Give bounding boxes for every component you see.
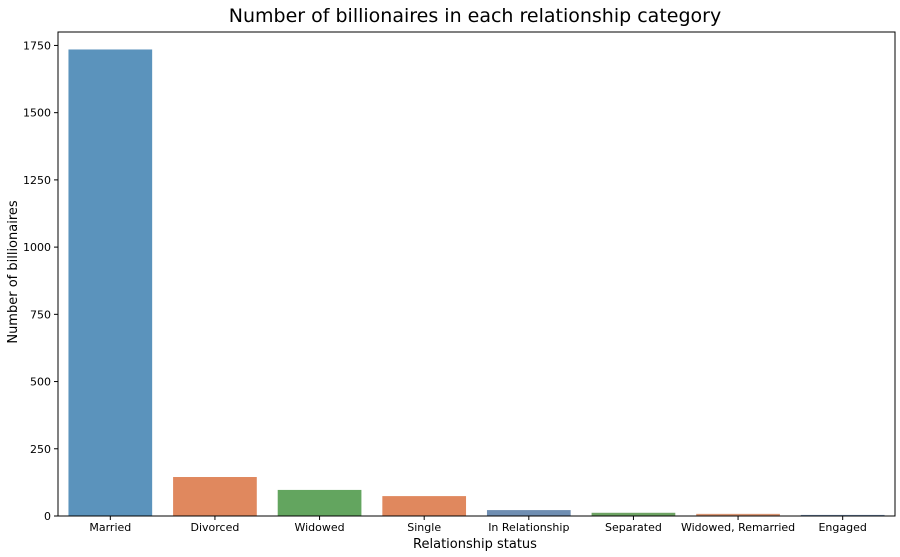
y-tick-label: 500 (30, 376, 51, 389)
bar-married (68, 49, 153, 516)
y-tick-label: 1500 (23, 107, 51, 120)
bar-separated (591, 512, 676, 516)
y-tick-label: 1250 (23, 174, 51, 187)
x-tick-label: Widowed (294, 521, 344, 534)
bars-group (68, 49, 885, 516)
x-tick-label: Engaged (818, 521, 866, 534)
y-tick-label: 750 (30, 308, 51, 321)
x-axis-label: Relationship status (413, 537, 537, 552)
bar-widowed-remarried (696, 513, 780, 516)
x-tick-label: Single (407, 521, 441, 534)
y-tick-label: 1750 (23, 39, 51, 52)
bar-in-relationship (486, 510, 571, 516)
x-tick-label: Married (89, 521, 131, 534)
y-tick-label: 1000 (23, 241, 51, 254)
bar-divorced (173, 477, 257, 516)
x-tick-label: Widowed, Remarried (681, 521, 795, 534)
y-axis-label: Number of billionaires (6, 200, 21, 344)
y-tick-label: 250 (30, 443, 51, 456)
x-ticks-group: Married Divorced Widowed Single In Relations… (89, 516, 867, 534)
bar-widowed (277, 489, 362, 516)
plot-frame (57, 31, 896, 517)
chart-title: Number of billionaires in each relations… (229, 5, 721, 27)
x-tick-label: Separated (605, 521, 662, 534)
y-ticks-group: 0 250 500 750 1000 1250 1500 1750 (23, 39, 58, 523)
x-tick-label: Divorced (191, 521, 240, 534)
y-tick-label: 0 (44, 510, 51, 523)
bar-single (382, 496, 467, 516)
x-tick-label: In Relationship (488, 521, 569, 534)
bar-engaged (800, 514, 885, 516)
